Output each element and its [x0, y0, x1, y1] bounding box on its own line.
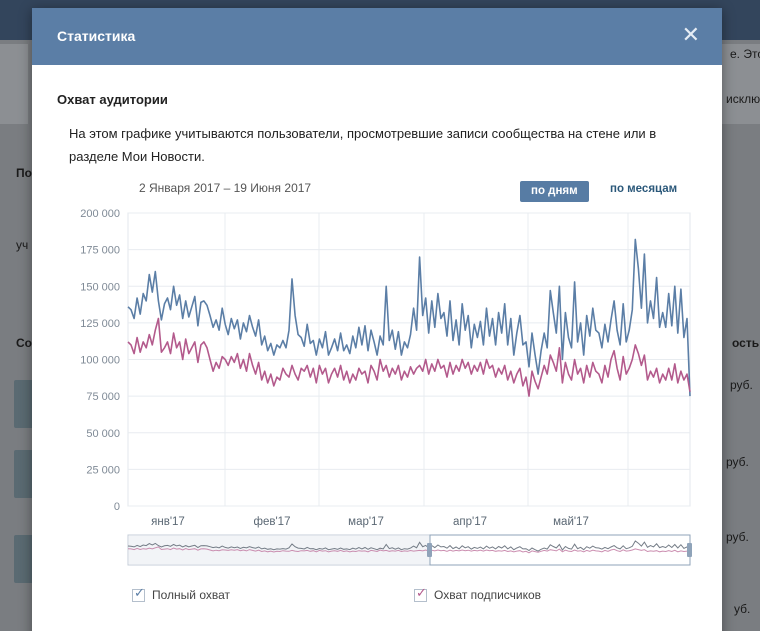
legend-item-full-reach[interactable]: ✓ Полный охват: [132, 584, 231, 602]
y-tick-label: 25 000: [86, 464, 120, 476]
x-tick-label: мар'17: [348, 516, 384, 528]
legend-label: Полный охват: [152, 588, 231, 602]
background-text: руб.: [730, 378, 753, 392]
background-thumbnail: [14, 450, 34, 498]
section-title: Охват аудитории: [57, 92, 168, 107]
series-line-1: [127, 317, 691, 397]
check-icon: ✓: [416, 584, 427, 600]
y-tick-label: 100 000: [80, 355, 120, 367]
y-tick-label: 175 000: [80, 245, 120, 257]
legend-label: Охват подписчиков: [434, 588, 542, 602]
close-icon[interactable]: ✕: [681, 22, 700, 47]
overview-line-0: [127, 540, 691, 554]
overview-dim-area: [129, 536, 430, 564]
background-thumbnail: [14, 535, 34, 583]
y-tick-label: 75 000: [86, 391, 120, 403]
date-range[interactable]: 2 Января 2017 – 19 Июня 2017: [139, 181, 312, 195]
overview-handle-left: [427, 543, 432, 557]
background-text: уч: [16, 238, 29, 252]
background-text: уб.: [734, 602, 751, 616]
subscriber-reach-checkbox[interactable]: ✓: [414, 584, 427, 602]
y-tick-label: 200 000: [80, 208, 120, 220]
by-months-button[interactable]: по месяцам: [610, 183, 678, 195]
overview-handle-right: [687, 543, 692, 557]
statistics-modal: Статистика ✕ Охват аудитории На этом гра…: [32, 8, 722, 631]
series-line-0: [127, 238, 691, 397]
background-text: руб.: [726, 455, 749, 469]
overview-line-1: [127, 546, 691, 554]
full-reach-checkbox[interactable]: ✓: [132, 584, 145, 602]
modal-header: Статистика ✕: [32, 8, 722, 65]
y-tick-label: 125 000: [80, 318, 120, 330]
background-card-right: [722, 44, 760, 124]
by-days-button[interactable]: по дням: [520, 181, 589, 202]
legend-item-subscriber-reach[interactable]: ✓ Охват подписчиков: [414, 584, 542, 602]
chart-description: На этом графике учитываются пользователи…: [69, 126, 657, 164]
x-tick-label: май'17: [553, 516, 589, 528]
y-tick-label: 50 000: [86, 428, 120, 440]
background-text: Со: [16, 336, 32, 350]
background-text: е. Это: [730, 47, 760, 61]
y-tick-label: 150 000: [80, 281, 120, 293]
background-text: ость р: [732, 336, 760, 350]
x-tick-label: апр'17: [453, 516, 487, 528]
background-text: руб.: [726, 530, 749, 544]
x-tick-label: янв'17: [151, 516, 185, 528]
background-text: исклю: [726, 92, 760, 106]
background-text: По: [16, 166, 32, 180]
modal-title: Статистика: [57, 28, 136, 44]
reach-chart: 0 25 000 50 000 75 000 100 000 125 000 150 000…: [80, 208, 692, 566]
check-icon: ✓: [134, 584, 145, 600]
background-thumbnail: [14, 380, 34, 428]
background-card-left: [0, 44, 28, 124]
x-tick-label: фев'17: [254, 516, 291, 528]
y-tick-label: 0: [114, 501, 120, 513]
